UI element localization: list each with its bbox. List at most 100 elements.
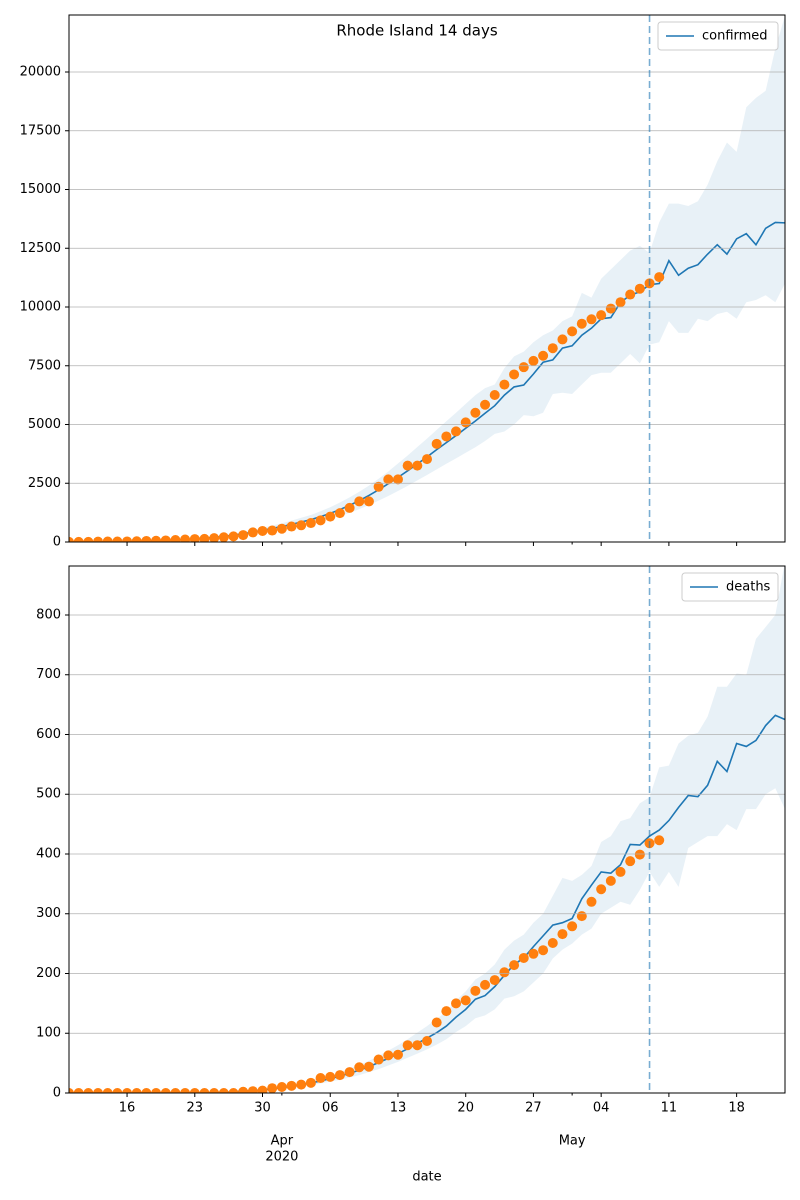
- observed-point: [470, 985, 481, 996]
- y-tick-label: 0: [53, 1086, 61, 1101]
- observed-point: [586, 896, 597, 907]
- observed-point: [112, 1088, 123, 1093]
- y-tick-label: 200: [36, 966, 61, 981]
- observed-point: [344, 1067, 355, 1078]
- observed-point: [344, 502, 355, 513]
- observed-point: [489, 389, 500, 400]
- observed-point: [576, 911, 587, 922]
- observed-point: [596, 310, 607, 321]
- axes-frame: [68, 565, 786, 1094]
- observed-point: [296, 1079, 307, 1090]
- observed-point: [151, 1088, 162, 1093]
- x-tick-label: 16: [119, 1101, 136, 1116]
- observed-point: [509, 960, 520, 971]
- observed-point: [69, 1088, 74, 1093]
- x-tick-label: 04: [593, 1101, 610, 1116]
- observed-point: [276, 523, 287, 534]
- y-tick-label: 800: [36, 607, 61, 622]
- confidence-band: [69, 15, 785, 542]
- observed-point: [209, 1088, 220, 1093]
- observed-point: [538, 945, 549, 956]
- observed-point: [209, 533, 220, 542]
- observed-point: [296, 520, 307, 531]
- observed-point: [518, 362, 529, 373]
- legend-label: confirmed: [702, 29, 768, 44]
- observed-point: [451, 998, 462, 1009]
- observed-point: [412, 460, 423, 471]
- observed-point: [634, 283, 645, 294]
- observed-point: [634, 849, 645, 860]
- plot-area: [69, 566, 785, 1093]
- observed-point: [69, 536, 74, 542]
- observed-point: [257, 525, 268, 536]
- x-year-label: 2020: [265, 1150, 298, 1165]
- y-tick-label: 5000: [28, 417, 61, 432]
- observed-point: [122, 536, 133, 542]
- observed-point: [373, 481, 384, 492]
- observed-point: [392, 474, 403, 485]
- observed-point: [151, 535, 162, 542]
- observed-point: [102, 536, 113, 542]
- observed-point: [547, 343, 558, 354]
- observed-point: [431, 438, 442, 449]
- legend-label: deaths: [726, 580, 771, 595]
- observed-point: [93, 1088, 104, 1093]
- observed-point: [383, 474, 394, 485]
- observed-point: [238, 530, 249, 541]
- observed-point: [122, 1088, 133, 1093]
- y-tick-label: 500: [36, 787, 61, 802]
- observed-point: [518, 952, 529, 963]
- observed-point: [354, 496, 365, 507]
- observed-point: [247, 1086, 258, 1093]
- observed-point: [180, 1088, 191, 1093]
- x-tick-label: 30: [254, 1101, 271, 1116]
- observed-point: [567, 921, 578, 932]
- observed-point: [431, 1017, 442, 1028]
- observed-point: [567, 326, 578, 337]
- observed-point: [470, 407, 481, 418]
- observed-point: [286, 521, 297, 532]
- y-tick-label: 600: [36, 727, 61, 742]
- observed-point: [267, 1083, 278, 1093]
- observed-point: [605, 303, 616, 314]
- observed-point: [305, 518, 316, 529]
- x-month-label: Apr: [271, 1134, 294, 1149]
- confidence-band: [69, 566, 785, 1093]
- y-tick-label: 300: [36, 906, 61, 921]
- y-tick-label: 0: [53, 535, 61, 550]
- axes-frame: [68, 14, 786, 543]
- observed-point: [422, 1036, 432, 1047]
- observed-point: [199, 533, 210, 542]
- observed-point: [228, 531, 239, 542]
- observed-point: [170, 535, 181, 542]
- observed-point: [480, 979, 491, 990]
- plot-area: [69, 15, 785, 542]
- y-tick-label: 20000: [20, 65, 61, 80]
- observed-point: [528, 355, 539, 366]
- observed-point: [460, 417, 471, 428]
- x-tick-label: 11: [661, 1101, 678, 1116]
- y-tick-label: 17500: [20, 123, 61, 138]
- observed-point: [160, 535, 171, 542]
- observed-point: [557, 929, 568, 940]
- observed-point: [228, 1088, 239, 1093]
- observed-point: [73, 1088, 84, 1093]
- observed-point: [267, 525, 278, 536]
- observed-point: [489, 975, 500, 986]
- x-tick-label: 06: [322, 1101, 339, 1116]
- observed-point: [499, 379, 510, 390]
- observed-point: [373, 1054, 384, 1065]
- observed-point: [596, 884, 607, 895]
- observed-point: [131, 1088, 142, 1093]
- observed-point: [383, 1050, 394, 1061]
- x-tick-label: 18: [728, 1101, 745, 1116]
- observed-point: [286, 1080, 297, 1091]
- legend: confirmed: [657, 21, 779, 51]
- x-axis-label: date: [412, 1170, 441, 1185]
- observed-point: [509, 369, 520, 380]
- observed-point: [363, 496, 374, 507]
- observed-point: [160, 1088, 171, 1093]
- observed-point: [247, 527, 258, 538]
- observed-point: [499, 967, 510, 978]
